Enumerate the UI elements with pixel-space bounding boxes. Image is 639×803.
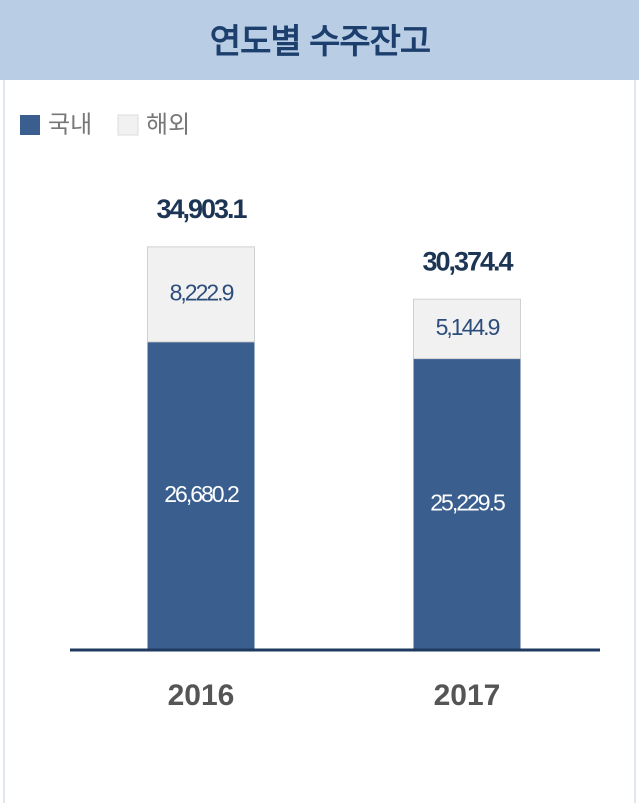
value-label: 26,680.2 bbox=[164, 481, 239, 507]
total-label: 30,374.4 bbox=[422, 246, 513, 276]
bar-segment bbox=[147, 246, 255, 343]
x-tick-label: 2016 bbox=[168, 679, 235, 712]
bar-segment bbox=[413, 298, 521, 360]
legend-swatch bbox=[20, 115, 40, 135]
chart-title: 연도별 수주잔고 bbox=[210, 23, 431, 61]
total-label: 34,903.1 bbox=[156, 194, 247, 224]
bar-segment bbox=[147, 341, 255, 650]
x-tick-label: 2017 bbox=[434, 679, 501, 712]
legend-label: 국내 bbox=[48, 111, 92, 138]
value-label: 8,222.9 bbox=[170, 279, 234, 305]
header bbox=[0, 0, 639, 80]
legend-label: 해외 bbox=[146, 111, 190, 138]
bar-segment bbox=[413, 358, 521, 650]
value-label: 5,144.9 bbox=[436, 314, 500, 340]
value-label: 25,229.5 bbox=[430, 489, 505, 515]
legend-swatch bbox=[117, 114, 139, 136]
